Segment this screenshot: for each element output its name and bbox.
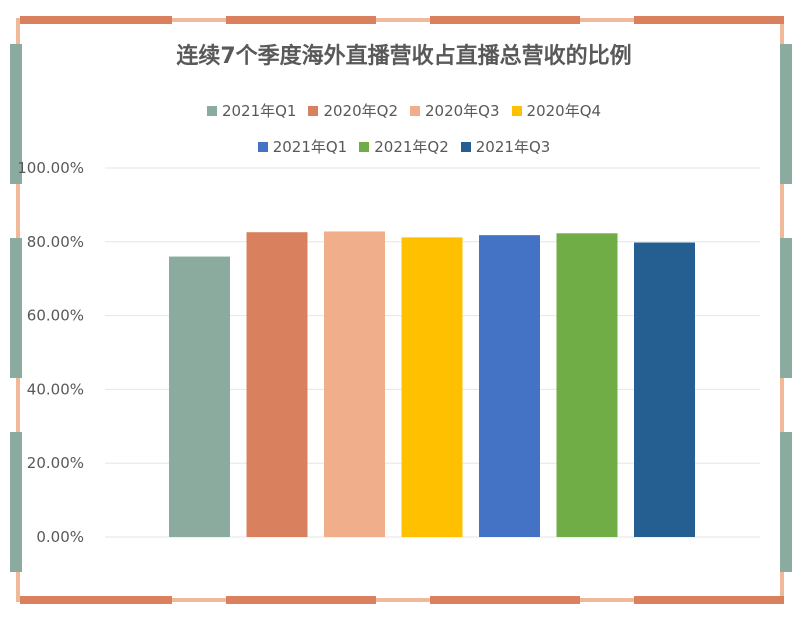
y-tick-label: 60.00%	[27, 307, 84, 325]
frame-accent-bottom	[226, 596, 376, 604]
y-tick-label: 40.00%	[27, 380, 84, 398]
legend-item: 2021年Q2	[359, 136, 449, 157]
y-tick-label: 80.00%	[27, 233, 84, 251]
chart-title: 连续7个季度海外直播营收占直播总营收的比例	[176, 44, 632, 69]
chart-legend: 2021年Q1 2020年Q2 2020年Q3 2020年Q4	[0, 100, 808, 121]
legend-label: 2020年Q4	[526, 102, 602, 120]
frame-accent-top	[20, 16, 172, 24]
legend-swatch	[359, 141, 370, 152]
legend-swatch	[206, 105, 217, 116]
bar	[169, 256, 230, 537]
frame-accent-right	[780, 432, 792, 572]
legend-swatch	[410, 105, 420, 116]
bar	[246, 232, 308, 537]
legend-item: 2020年Q3	[410, 100, 500, 121]
frame-accent-left	[10, 432, 22, 572]
y-tick-label: 0.00%	[36, 528, 84, 546]
legend-label: 2021年Q1	[221, 102, 297, 120]
bar	[324, 231, 385, 537]
y-tick-label: 100.00%	[17, 159, 84, 177]
bar	[401, 237, 463, 537]
bar	[556, 233, 618, 538]
frame-accent-top	[430, 16, 580, 24]
legend-item: 2021年Q1	[257, 136, 348, 157]
frame-accent-top	[634, 16, 784, 24]
legend-item: 2020年Q4	[511, 100, 602, 121]
bar	[479, 235, 540, 537]
legend-label: 2020年Q3	[425, 102, 500, 120]
legend-swatch	[511, 105, 522, 116]
frame-accent-left	[10, 44, 22, 184]
legend-swatch	[308, 105, 319, 116]
legend-item: 2020年Q2	[308, 100, 398, 121]
legend-label: 2021年Q2	[374, 138, 449, 156]
frame-accent-right	[780, 44, 792, 184]
chart-legend: 2021年Q1 2021年Q2 2021年Q3	[0, 136, 808, 157]
legend-label: 2021年Q1	[272, 138, 348, 156]
legend-label: 2021年Q3	[475, 138, 551, 156]
legend-swatch	[460, 141, 471, 152]
legend-item: 2021年Q1	[206, 100, 297, 121]
legend-item: 2021年Q3	[460, 136, 551, 157]
frame-accent-bottom	[20, 596, 172, 604]
y-tick-label: 20.00%	[27, 454, 84, 472]
legend-label: 2020年Q2	[323, 102, 398, 120]
frame-accent-bottom	[634, 596, 784, 604]
bar	[634, 242, 695, 537]
legend-swatch	[257, 141, 268, 152]
frame-accent-bottom	[430, 596, 580, 604]
frame-accent-right	[780, 238, 792, 378]
frame-accent-left	[10, 238, 22, 378]
frame-accent-top	[226, 16, 376, 24]
